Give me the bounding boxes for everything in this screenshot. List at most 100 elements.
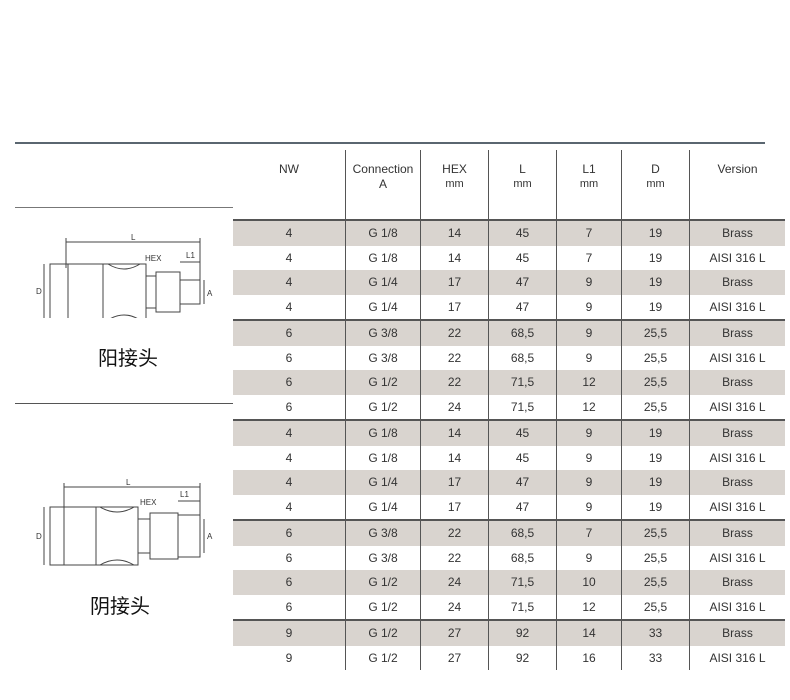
table-cell: 22 [420, 519, 489, 546]
table-cell: 17 [420, 494, 489, 520]
table-cell: 7 [556, 219, 622, 246]
column-header: HEX mm [420, 150, 489, 220]
table-cell: 16 [556, 645, 622, 670]
table-cell: 68,5 [488, 519, 557, 546]
table-cell: 9 [285, 650, 293, 665]
table-cell: 12 [556, 594, 622, 620]
table-cell: AISI 316 L [689, 345, 785, 370]
header-text: A [378, 177, 387, 191]
table-cell: 4 [285, 250, 293, 265]
table-cell: 19 [621, 445, 690, 470]
table-cell: G 1/2 [345, 645, 421, 670]
table-cell: 68,5 [488, 345, 557, 370]
header-text: mm [513, 178, 532, 190]
table-cell: Brass [689, 570, 785, 595]
table-cell: 45 [488, 219, 557, 246]
header-text: HEX [442, 162, 467, 176]
table-cell: 47 [488, 294, 557, 320]
table-cell: 14 [420, 445, 489, 470]
header-text: Connection [352, 162, 414, 176]
table-cell: 6 [285, 399, 293, 414]
table-cell: G 1/2 [345, 370, 421, 395]
table-cell: 4 [233, 270, 346, 295]
table-cell: G 1/8 [345, 219, 421, 246]
table-cell: 6 [233, 319, 346, 346]
table-cell: 22 [420, 370, 489, 395]
table-cell: AISI 316 L [689, 594, 785, 620]
table-cell: 47 [488, 470, 557, 495]
table-cell: 9 [556, 494, 622, 520]
table-cell: AISI 316 L [689, 445, 785, 470]
table-cell: Brass [689, 219, 785, 246]
table-cell: 9 [556, 545, 622, 570]
dim-L: L [131, 233, 136, 242]
table-cell: 9 [233, 619, 346, 646]
table-cell: G 3/8 [345, 545, 421, 570]
table-cell: 45 [488, 445, 557, 470]
table-cell: 4 [233, 470, 346, 495]
table-cell: 25,5 [621, 570, 690, 595]
table-cell: 19 [621, 294, 690, 320]
table-cell: 27 [420, 619, 489, 646]
table-cell: 71,5 [488, 594, 557, 620]
table-cell: AISI 316 L [689, 394, 785, 420]
table-cell: AISI 316 L [689, 294, 785, 320]
table-cell: 6 [285, 350, 293, 365]
section-divider [15, 403, 233, 404]
table-cell: 24 [420, 594, 489, 620]
column-header: Version [689, 150, 785, 220]
header-text: D [651, 162, 660, 176]
table-cell: G 3/8 [345, 519, 421, 546]
table-cell: 25,5 [621, 519, 690, 546]
table-cell: 9 [556, 294, 622, 320]
table-cell: 9 [556, 419, 622, 446]
table-cell: G 1/4 [345, 294, 421, 320]
table-cell: 92 [488, 645, 557, 670]
dim-A: A [207, 289, 213, 298]
table-cell: 4 [285, 299, 293, 314]
table-cell: 4 [285, 450, 293, 465]
table-cell: 33 [621, 619, 690, 646]
table-cell: 4 [285, 499, 293, 514]
table-cell: G 1/4 [345, 470, 421, 495]
table-cell: 9 [556, 445, 622, 470]
table-cell: 14 [556, 619, 622, 646]
table-cell: 10 [556, 570, 622, 595]
table-cell: 22 [420, 545, 489, 570]
table-row: 6 G 1/2 24 71,5 12 25,5 AISI 316 L [233, 394, 785, 420]
table-cell: 47 [488, 494, 557, 520]
column-header: NW [233, 150, 346, 220]
table-cell: 4 [233, 219, 346, 246]
table-cell: 7 [556, 519, 622, 546]
header-text: L1 [582, 162, 596, 176]
dim-L: L [126, 478, 131, 487]
table-cell: 7 [556, 245, 622, 270]
table-cell: G 1/2 [345, 619, 421, 646]
female-connector-diagram: L HEX L1 D A [36, 478, 213, 566]
table-cell: G 1/2 [345, 570, 421, 595]
table-cell: 27 [420, 645, 489, 670]
table-cell: 92 [488, 619, 557, 646]
table-cell: 25,5 [621, 545, 690, 570]
table-cell: Brass [689, 319, 785, 346]
table-cell: G 3/8 [345, 345, 421, 370]
table-cell: 6 [233, 519, 346, 546]
table-cell: 71,5 [488, 394, 557, 420]
table-cell: 33 [621, 645, 690, 670]
table-cell: 19 [621, 494, 690, 520]
table-cell: 24 [420, 394, 489, 420]
table-cell: 19 [621, 219, 690, 246]
table-cell: 22 [420, 345, 489, 370]
table-cell: 6 [285, 550, 293, 565]
dim-HEX: HEX [145, 254, 162, 263]
table-cell: 9 [556, 270, 622, 295]
table-cell: 17 [420, 470, 489, 495]
table-cell: 24 [420, 570, 489, 595]
table-cell: 19 [621, 245, 690, 270]
